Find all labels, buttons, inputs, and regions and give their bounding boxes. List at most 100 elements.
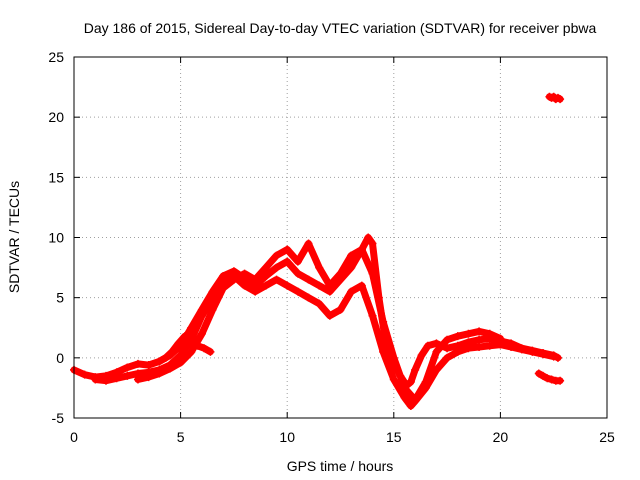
- y-tick-label: 15: [48, 169, 64, 185]
- x-tick-label: 10: [279, 429, 295, 445]
- data-point: [251, 275, 260, 284]
- data-point: [200, 344, 209, 353]
- x-tick-label: 5: [177, 429, 185, 445]
- data-point: [293, 287, 302, 296]
- series-track-d: [155, 332, 215, 366]
- data-point: [411, 395, 420, 404]
- data-point: [304, 275, 313, 284]
- data-point: [272, 275, 281, 284]
- data-point: [155, 369, 164, 378]
- data-point: [517, 345, 526, 354]
- data-point: [229, 275, 238, 284]
- data-point: [165, 364, 174, 373]
- data-point: [443, 335, 452, 344]
- data-point: [174, 339, 183, 348]
- x-tick-label: 25: [599, 429, 615, 445]
- data-point: [240, 269, 249, 278]
- data-point: [400, 383, 409, 392]
- data-point: [421, 377, 430, 386]
- data-point: [180, 332, 189, 341]
- data-point: [357, 281, 366, 290]
- data-point: [528, 347, 537, 356]
- data-point: [304, 239, 313, 248]
- data-point: [168, 347, 177, 356]
- data-point: [272, 263, 281, 272]
- data-point: [315, 263, 324, 272]
- data-point: [453, 332, 462, 341]
- series-track-c: [133, 239, 505, 404]
- x-tick-label: 20: [493, 429, 509, 445]
- data-point: [539, 350, 548, 359]
- data-point: [485, 329, 494, 338]
- data-point: [507, 343, 516, 352]
- data-point: [133, 375, 142, 384]
- data-point: [261, 272, 270, 281]
- data-point: [464, 344, 473, 353]
- data-point: [304, 293, 313, 302]
- data-point: [325, 281, 334, 290]
- chart-title: Day 186 of 2015, Sidereal Day-to-day VTE…: [84, 20, 597, 36]
- data-point: [176, 358, 185, 367]
- data-point: [283, 257, 292, 266]
- data-point: [556, 376, 565, 385]
- x-tick-label: 15: [386, 429, 402, 445]
- data-point: [325, 311, 334, 320]
- data-point: [123, 363, 132, 372]
- data-point: [389, 375, 398, 384]
- data-point: [549, 352, 558, 361]
- data-point: [315, 299, 324, 308]
- data-point: [357, 245, 366, 254]
- data-point: [123, 371, 132, 380]
- data-point: [161, 353, 170, 362]
- data-point: [406, 401, 415, 410]
- data-point: [187, 335, 196, 344]
- y-tick-label: 20: [48, 109, 64, 125]
- data-point: [464, 329, 473, 338]
- data-point: [443, 344, 452, 353]
- data-point: [219, 284, 228, 293]
- data-point: [197, 329, 206, 338]
- data-point: [336, 305, 345, 314]
- data-point: [208, 305, 217, 314]
- data-point: [293, 269, 302, 278]
- data-point: [112, 374, 121, 383]
- data-point: [432, 339, 441, 348]
- data-point: [144, 373, 153, 382]
- data-point: [423, 341, 432, 350]
- series-track-e: [534, 369, 565, 385]
- data-point: [475, 327, 484, 336]
- data-point: [240, 281, 249, 290]
- data-point: [406, 377, 415, 386]
- data-point: [543, 374, 552, 383]
- data-point: [539, 371, 548, 380]
- data-point: [283, 245, 292, 254]
- data-point: [193, 341, 202, 350]
- data-point: [475, 335, 484, 344]
- data-point: [347, 251, 356, 260]
- x-axis-label: GPS time / hours: [287, 458, 394, 474]
- data-point: [485, 341, 494, 350]
- data-point: [144, 361, 153, 370]
- data-point: [475, 343, 484, 352]
- data-point: [453, 347, 462, 356]
- data-point: [347, 263, 356, 272]
- data-point: [389, 353, 398, 362]
- data-point: [379, 317, 388, 326]
- y-tick-label: 25: [48, 49, 64, 65]
- y-tick-label: 0: [56, 350, 64, 366]
- data-point: [251, 287, 260, 296]
- data-point: [534, 369, 543, 378]
- data-point: [364, 233, 373, 242]
- data-point: [432, 365, 441, 374]
- data-point: [368, 269, 377, 278]
- y-tick-label: 5: [56, 290, 64, 306]
- data-points: [70, 92, 565, 410]
- data-point: [368, 311, 377, 320]
- data-point: [315, 281, 324, 290]
- y-tick-label: -5: [52, 410, 65, 426]
- series-track-f: [545, 92, 565, 104]
- data-point: [293, 257, 302, 266]
- data-point: [91, 375, 100, 384]
- data-point: [261, 263, 270, 272]
- data-point: [101, 376, 110, 385]
